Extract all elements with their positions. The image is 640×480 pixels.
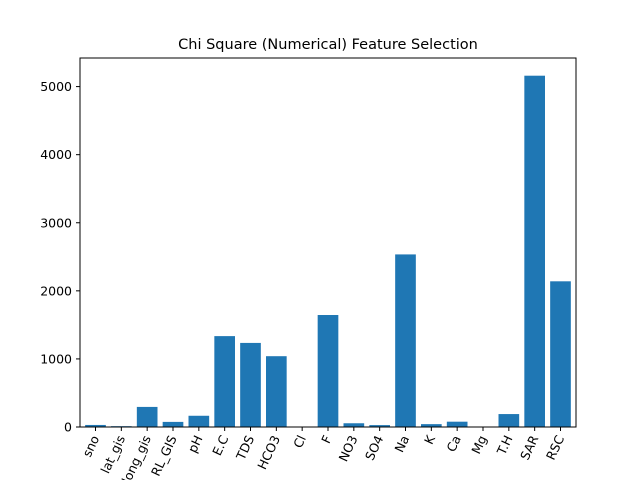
bar-RSC — [550, 281, 571, 427]
y-tick-label: 1000 — [40, 351, 72, 366]
x-tick-label: E.C — [209, 433, 231, 458]
x-tick-label: pH — [185, 433, 206, 455]
bar-SO4 — [369, 425, 390, 427]
x-tick-label: Ca — [443, 433, 464, 454]
bar-sno — [85, 424, 106, 427]
bar-TDS — [240, 342, 261, 427]
plot-frame — [79, 57, 577, 428]
chart-title: Chi Square (Numerical) Feature Selection — [178, 37, 478, 53]
y-tick-label: 3000 — [40, 215, 72, 230]
x-tick-label: T.H — [493, 433, 515, 458]
y-tick-label: 2000 — [40, 283, 72, 298]
bar-Ca — [446, 421, 468, 427]
y-tick-label: 5000 — [40, 79, 72, 94]
y-axis: 0 1000 2000 3000 4000 5000 — [40, 79, 80, 435]
bar-long_gis — [136, 406, 158, 427]
bar-SAR — [524, 75, 545, 427]
bar-T.H — [498, 414, 520, 427]
x-tick-label: F — [318, 433, 335, 446]
x-tick-label: RSC — [543, 433, 567, 463]
bars-group — [85, 75, 571, 427]
bar-RL_GIS — [162, 421, 184, 427]
x-tick-label: Cl — [290, 433, 309, 450]
y-tick-label: 0 — [64, 420, 72, 435]
bar-E.C — [214, 336, 235, 427]
bar-K — [421, 424, 442, 427]
x-tick-label: SO4 — [362, 433, 386, 463]
x-tick-label: Na — [391, 433, 412, 455]
x-tick-label: NO3 — [335, 433, 360, 464]
bar-NO3 — [343, 423, 365, 427]
x-tick-label: K — [421, 432, 438, 446]
x-tick-label: sno — [79, 433, 102, 459]
x-tick-label: Mg — [468, 433, 490, 456]
bar-Na — [395, 254, 416, 427]
bar-F — [317, 315, 339, 427]
y-tick-label: 4000 — [40, 147, 72, 162]
x-tick-label: SAR — [517, 433, 541, 463]
bar-HCO3 — [266, 356, 287, 427]
x-tick-label: TDS — [233, 433, 258, 463]
bar-pH — [188, 415, 210, 427]
x-tick-label: HCO3 — [254, 433, 283, 472]
